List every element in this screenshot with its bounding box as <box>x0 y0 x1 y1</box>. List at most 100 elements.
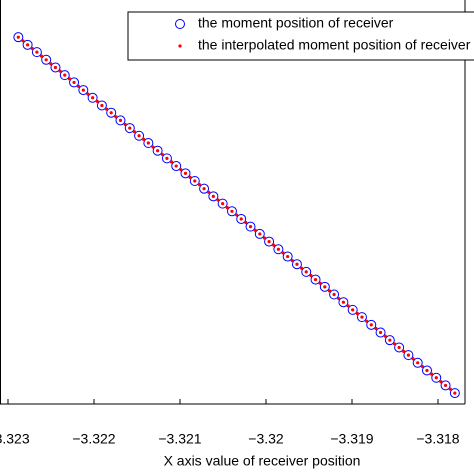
data-point <box>193 179 197 183</box>
data-point <box>225 206 229 210</box>
data-point <box>273 244 284 255</box>
data-point <box>384 335 395 346</box>
data-point <box>327 289 332 293</box>
data-point <box>411 357 415 361</box>
data-point <box>244 221 248 225</box>
x-tick-label: −3.32 <box>248 431 284 447</box>
data-point <box>41 54 52 65</box>
x-tick-label: −3.318 <box>416 431 459 447</box>
data-point <box>366 319 377 330</box>
data-point <box>106 107 117 118</box>
data-point <box>174 164 178 168</box>
data-point <box>416 361 420 365</box>
data-point <box>406 353 411 357</box>
data-point <box>197 183 202 187</box>
data-point <box>81 88 85 92</box>
data-point <box>44 58 48 62</box>
data-point <box>338 297 349 308</box>
legend-marker <box>178 44 182 48</box>
data-point <box>347 304 358 315</box>
data-point <box>253 228 257 232</box>
data-point <box>109 111 113 115</box>
data-point <box>189 175 200 186</box>
data-point <box>58 69 62 73</box>
data-point <box>160 152 164 156</box>
data-point <box>301 266 312 277</box>
data-point <box>236 213 247 224</box>
data-point <box>319 281 330 292</box>
data-point <box>281 251 285 255</box>
data-point <box>295 262 299 266</box>
data-point <box>262 236 267 240</box>
data-point <box>329 289 340 300</box>
data-point <box>143 138 154 149</box>
data-point <box>39 54 44 58</box>
data-point <box>207 190 211 194</box>
data-point <box>374 326 378 331</box>
data-point <box>128 126 132 130</box>
data-point <box>183 171 188 175</box>
data-point <box>360 315 364 319</box>
data-point <box>449 388 460 399</box>
data-point <box>104 107 109 111</box>
data-point <box>258 232 262 236</box>
data-point <box>188 175 192 179</box>
data-point <box>156 149 160 153</box>
data-point <box>412 357 423 368</box>
data-point <box>310 274 321 285</box>
data-point <box>403 350 414 361</box>
data-point <box>425 368 429 373</box>
data-point <box>365 319 369 323</box>
data-point <box>171 161 182 172</box>
data-point <box>21 39 25 43</box>
data-point <box>397 345 401 350</box>
data-point <box>165 156 169 160</box>
data-point <box>211 194 215 198</box>
data-point <box>254 228 265 239</box>
data-point <box>430 372 434 376</box>
data-point <box>378 330 383 335</box>
data-point <box>323 285 327 289</box>
data-point <box>67 77 72 81</box>
data-point <box>355 311 359 316</box>
data-point <box>448 387 452 391</box>
data-point <box>272 243 276 247</box>
data-point <box>291 259 302 270</box>
data-point <box>100 103 104 108</box>
data-point <box>137 134 141 138</box>
data-point <box>59 70 70 81</box>
data-point <box>383 334 387 338</box>
data-point <box>300 266 304 270</box>
data-point <box>318 281 322 285</box>
data-point <box>369 323 373 327</box>
x-tick-label: −3.321 <box>158 431 201 447</box>
data-point <box>421 365 432 376</box>
legend-label: the moment position of receiver <box>198 15 394 31</box>
data-point <box>216 198 220 202</box>
data-point <box>179 168 183 172</box>
data-point <box>49 62 53 66</box>
data-point <box>264 236 275 247</box>
data-point <box>50 62 61 73</box>
data-point <box>13 32 24 43</box>
data-point <box>286 254 290 259</box>
data-point <box>309 273 313 278</box>
data-point <box>276 247 280 251</box>
data-point <box>91 96 95 100</box>
data-point <box>86 92 90 96</box>
data-point <box>402 349 406 354</box>
legend-marker <box>175 19 185 29</box>
data-point <box>77 84 81 89</box>
data-point <box>132 130 137 134</box>
data-point <box>304 270 308 274</box>
data-point <box>443 383 448 388</box>
data-point <box>72 80 76 85</box>
data-point <box>341 300 345 304</box>
data-point <box>439 380 443 384</box>
data-point <box>95 99 99 104</box>
data-point <box>22 39 33 50</box>
data-point <box>31 47 42 58</box>
data-point <box>96 100 107 111</box>
data-point <box>337 296 341 301</box>
